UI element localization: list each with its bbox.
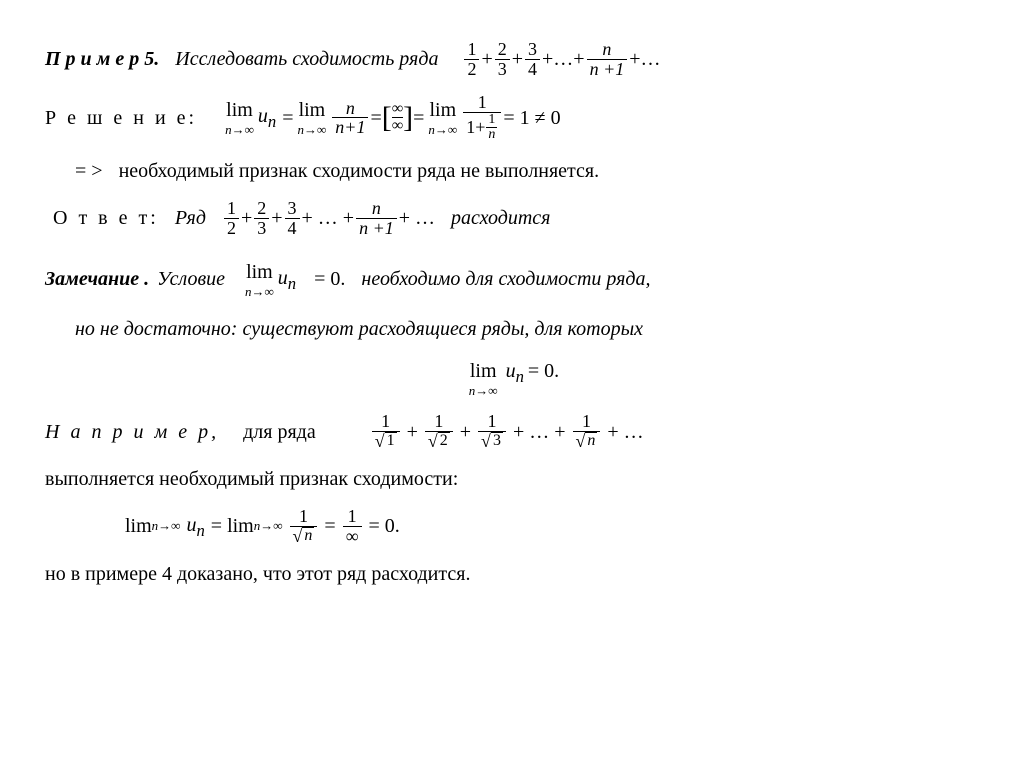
frac-1-over: 1 1+1n <box>463 93 501 143</box>
bracket-inf: [∞∞] <box>382 97 413 139</box>
example2-line: Н а п р и м е р, для ряда 1√1 + 1√2 + 1√… <box>45 412 979 451</box>
series-main: 12 + 23 + 34 + … + nn +1 +… <box>462 40 660 79</box>
remark-tail: необходимо для сходимости ряда, <box>361 265 650 293</box>
remark-cond: Условие <box>157 265 225 293</box>
result-one: = 1 ≠ 0 <box>503 104 560 132</box>
answer-line: О т в е т: Ряд 12 + 23 + 34 + … + nn +1 … <box>45 199 979 238</box>
sqrt-series: 1√1 + 1√2 + 1√3 + … + 1√n + … <box>370 412 644 451</box>
eq-zero: = 0. <box>314 265 345 293</box>
u-n: un <box>258 102 276 133</box>
solution-label: Р е ш е н и е: <box>45 104 197 132</box>
example2-label: Н а п р и м е р, <box>45 418 219 446</box>
remark-label: Замечание . <box>45 265 149 293</box>
lim-1: limn→∞ <box>225 96 254 139</box>
example-header: П р и м е р 5. Исследовать сходимость ря… <box>45 40 979 79</box>
lim-3: limn→∞ <box>428 96 457 139</box>
solution-line: Р е ш е н и е: limn→∞ un = limn→∞ nn+1 =… <box>45 93 979 143</box>
line-satisfied: выполняется необходимый признак сходимос… <box>45 465 979 493</box>
frac-n-np1: nn+1 <box>332 99 368 138</box>
lim-un-zero-centered: limn→∞ un = 0. <box>45 357 979 400</box>
remark-line1: Замечание . Условие limn→∞ un = 0. необх… <box>45 258 979 301</box>
answer-label: О т в е т: <box>53 204 159 232</box>
answer-prefix: Ряд <box>175 204 206 232</box>
implies-line: = > необходимый признак сходимости ряда … <box>75 157 979 185</box>
eq-3: = <box>413 104 424 132</box>
answer-series: 12 + 23 + 34 + … + nn +1 + … <box>222 199 435 238</box>
necessary-fail: необходимый признак сходимости ряда не в… <box>119 157 600 185</box>
answer-suffix: расходится <box>451 204 550 232</box>
remark-line2: но не достаточно: существуют расходящиес… <box>75 315 979 343</box>
example-label: П р и м е р 5. <box>45 45 159 73</box>
lim-2: limn→∞ <box>298 96 327 139</box>
lim-inline-calc: limn→∞ un = limn→∞ 1√n = 1∞ = 0. <box>125 507 979 546</box>
eq-1: = <box>282 104 293 132</box>
eq-2: = <box>370 104 381 132</box>
lim-remark: limn→∞ <box>245 258 274 301</box>
example-task: Исследовать сходимость ряда <box>175 45 438 73</box>
u-n-remark: un <box>278 264 296 295</box>
final-line: но в примере 4 доказано, что этот ряд ра… <box>45 560 979 588</box>
example2-text: для ряда <box>243 418 316 446</box>
implies: = > <box>75 157 103 185</box>
